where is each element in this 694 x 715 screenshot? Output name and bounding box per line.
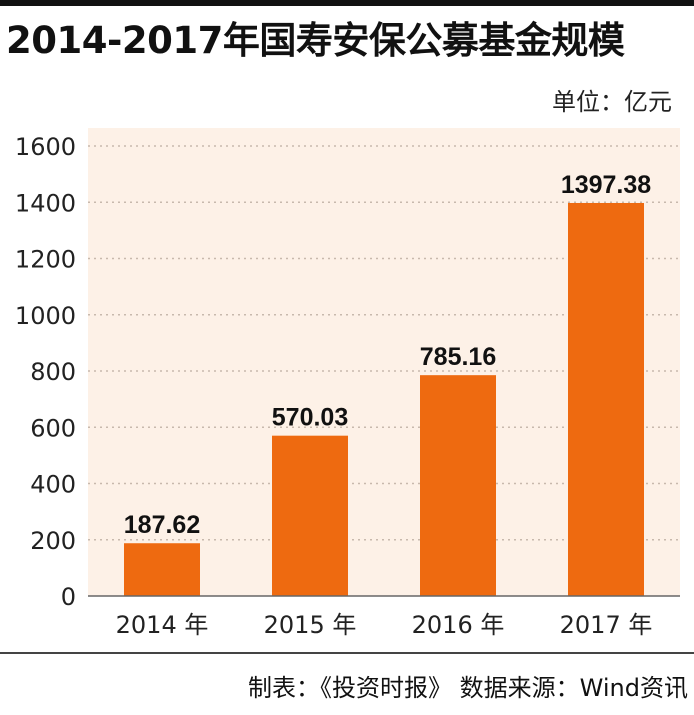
source-note: 制表：《投资时报》 数据来源：Wind资讯 (248, 674, 688, 702)
x-tick-label-2: 2016 年 (412, 611, 505, 639)
value-label-1: 570.03 (272, 404, 348, 432)
value-label-0: 187.62 (124, 511, 200, 539)
bar-chart: 0 200 400 600 800 1000 1200 1400 1600 187.62 570.… (15, 128, 680, 639)
bar-0 (124, 543, 200, 596)
y-tick-label: 800 (30, 358, 76, 386)
unit-label: 单位：亿元 (552, 88, 672, 116)
bar-1 (272, 435, 348, 596)
value-label-3: 1397.38 (561, 171, 651, 199)
x-tick-label-0: 2014 年 (116, 611, 209, 639)
value-label-2: 785.16 (420, 343, 496, 371)
x-axis-ticks: 2014 年 2015 年 2016 年 2017 年 (116, 611, 653, 639)
y-axis-ticks: 0 200 400 600 800 1000 1200 1400 1600 (15, 133, 76, 611)
y-tick-label: 1200 (15, 246, 76, 274)
y-tick-label: 1000 (15, 302, 76, 330)
y-tick-label: 0 (61, 583, 76, 611)
bar-2 (420, 375, 496, 596)
top-rule (0, 0, 694, 6)
y-tick-label: 1600 (15, 133, 76, 161)
footer-rule (0, 652, 694, 654)
y-tick-label: 200 (30, 527, 76, 555)
y-tick-label: 1400 (15, 189, 76, 217)
y-tick-label: 600 (30, 414, 76, 442)
value-labels: 187.62 570.03 785.16 1397.38 (124, 171, 652, 539)
y-tick-label: 400 (30, 471, 76, 499)
bar-3 (568, 202, 644, 596)
chart-title: 2014-2017年国寿安保公募基金规模 (6, 19, 625, 62)
bars (124, 202, 644, 596)
x-tick-label-1: 2015 年 (264, 611, 357, 639)
x-tick-label-3: 2017 年 (560, 611, 653, 639)
